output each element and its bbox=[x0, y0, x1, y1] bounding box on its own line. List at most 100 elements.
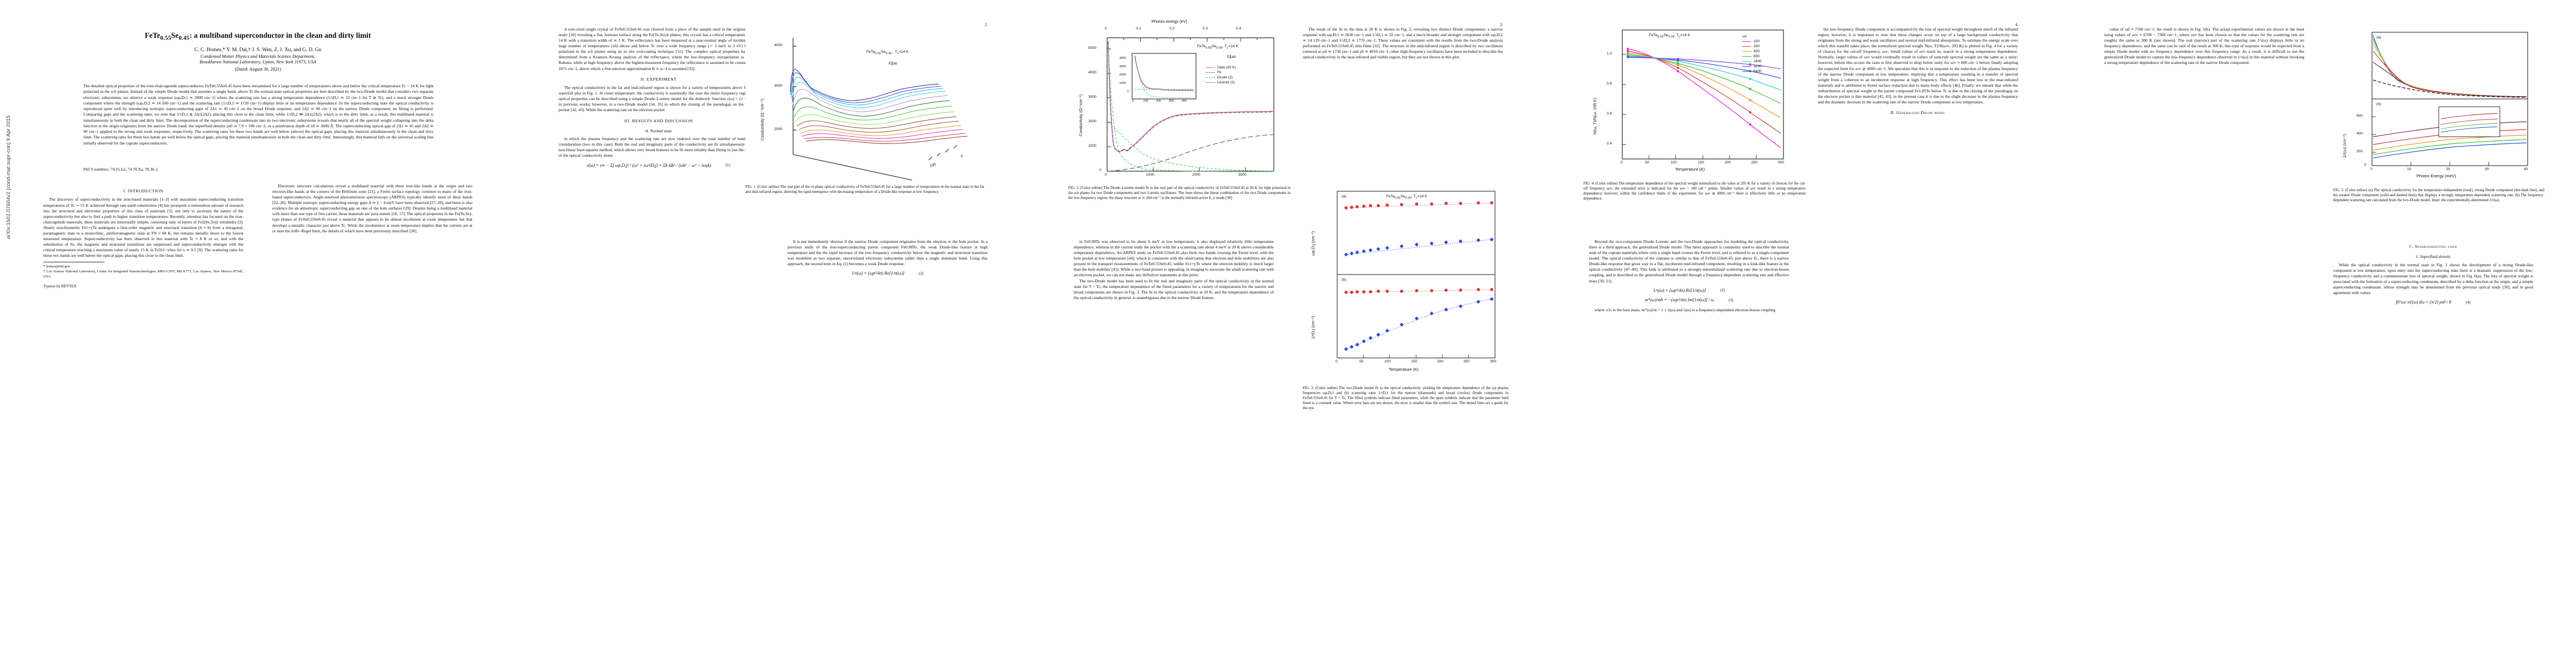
figure-2-inset-ytick: 1000 bbox=[1119, 82, 1126, 85]
equation-2-body: 1/τ(ω) = (ωp²/4π) Re[1/σ(ω)] bbox=[851, 271, 905, 276]
figure-4-ytick: 0.6 bbox=[1607, 112, 1612, 116]
legend-label: 3200 bbox=[1753, 64, 1762, 68]
legend-swatch-lorentz bbox=[1206, 82, 1215, 83]
legend-item: Drude (2) bbox=[1206, 76, 1236, 79]
figure-5-x-axis-label: Photon Energy (meV) bbox=[2416, 173, 2457, 178]
figure-2-inset-ytick: 2000 bbox=[1119, 73, 1126, 77]
equation-2-alt: 1/τ(ω) = (ωp²/4π) Re[1/σ(ω)] (2) bbox=[1589, 288, 1789, 294]
footnote-2: † Los Alamos National Laboratory, Center… bbox=[43, 270, 243, 279]
legend-item: 3200 bbox=[1742, 64, 1762, 68]
legend-item: 800 bbox=[1742, 54, 1762, 58]
figure-2-ytick: 4000 bbox=[1088, 71, 1097, 74]
figure-4-xtick: 250 bbox=[1751, 161, 1758, 165]
typeset-note: Typeset by REVTEX bbox=[43, 284, 77, 289]
figure-4-y-axis-label: N(ω, T)/N(ω, 295 K) bbox=[1592, 97, 1597, 135]
section-heading-results: III. RESULTS AND DISCUSSION bbox=[624, 118, 693, 123]
legend-label: 200 bbox=[1753, 44, 1760, 48]
figure-4-plot: N(ω, T)/N(ω, 295 K) Temperature (K) 1.0 … bbox=[1583, 18, 1806, 179]
figure-3-x-axis-label: Temperature (K) bbox=[1389, 367, 1419, 372]
section-heading-superconducting-state: C. Superconducting state bbox=[2409, 244, 2458, 249]
legend-label: 800 bbox=[1753, 54, 1760, 58]
equation-2: 1/τ(ω) = (ωp²/4π) Re[1/σ(ω)] (2) bbox=[788, 271, 988, 277]
figure-3-xtick: 50 bbox=[1359, 360, 1364, 364]
legend-swatch bbox=[1742, 56, 1751, 57]
figure-5-ytick: 600 bbox=[2356, 114, 2363, 118]
title-block: FeTe0.55Se0.45: a multiband superconduct… bbox=[43, 31, 472, 72]
figure-2-plot: Photon energy (eV) 0 0.1 0.2 0.3 0.4 500… bbox=[1068, 17, 1291, 183]
legend-item: Lorentz (2) bbox=[1206, 81, 1236, 84]
figure-5-ytick: 200 bbox=[2356, 150, 2363, 153]
figure-2: Photon energy (eV) 0 0.1 0.2 0.3 0.4 500… bbox=[1068, 17, 1291, 201]
section-heading-experiment: II. EXPERIMENT bbox=[640, 76, 677, 82]
figure-2-xtick-top: 0.3 bbox=[1203, 27, 1208, 31]
figure-3-caption: FIG. 3. (Color online) The two-Drude mod… bbox=[1303, 386, 1508, 411]
page3-column-right: The result of the fit to the data at 20 … bbox=[1303, 27, 1503, 60]
equation-1-number: (1) bbox=[725, 163, 730, 168]
figure-4-annotation-sample: FeTe0.55Se0.45, Tc=14 K bbox=[1649, 33, 1691, 39]
paragraph: Beyond the two-component Drude–Lorentz a… bbox=[1589, 239, 1789, 283]
figure-5-caption: FIG. 5. (Color online) (a) The optical c… bbox=[2333, 188, 2544, 203]
equation-4: ∫0^ωc σ1(ω) dω = (π/2) ρs0 / 8 (4) bbox=[2333, 300, 2533, 306]
figure-3-plot: FeTe0.55Se0.45, Tc=14 K (a) (b) ωp,D;j (… bbox=[1303, 183, 1508, 384]
section-heading-introduction: I. INTRODUCTION bbox=[123, 188, 164, 193]
subsection-heading-normal-state: A. Normal state bbox=[645, 128, 672, 133]
figure-5-y-axis-label: 1/τ(ω) (cm⁻¹) bbox=[2342, 134, 2347, 158]
equation-3-number: (3) bbox=[1728, 297, 1733, 302]
page-3: 3 bbox=[1030, 0, 1546, 667]
figure-2-ytick: 2000 bbox=[1088, 120, 1097, 123]
page-4: 4 bbox=[1546, 0, 2061, 667]
section-heading-generalized-drude: B. Generalized Drude model bbox=[1890, 110, 1946, 116]
figure-4-ytick: 0.4 bbox=[1607, 142, 1612, 146]
page4-column-right: the low-frequency Drude component is acc… bbox=[1818, 27, 2018, 119]
figure-5: 1/τ(ω) (cm⁻¹) Photon Energy (meV) (a) (b… bbox=[2333, 19, 2544, 203]
paragraph: in which the plasma frequency and the sc… bbox=[559, 136, 759, 158]
figure-4-xtick: 100 bbox=[1671, 161, 1677, 165]
author-list: C. C. Homes,* Y. M. Dai,† J. S. Wen, Z. … bbox=[194, 47, 322, 53]
figure-5-panel-b-label: (b) bbox=[2376, 102, 2381, 106]
figure-5-xtick: 40 bbox=[2524, 167, 2528, 171]
paragraph: where σ1c is the bare mass, m*(ω)/m = 1 … bbox=[1595, 307, 1776, 313]
paragraph: It is not immediately obvious if the nar… bbox=[788, 239, 988, 267]
figure-2-ytick: 5000 bbox=[1088, 46, 1097, 50]
figure-3-panel-a-label: (a) bbox=[1342, 195, 1347, 198]
abstract: The detailed optical properties of the i… bbox=[83, 83, 434, 146]
page-5: 5 value of ω0 ≈ 7500 cm−1; the result is… bbox=[2061, 0, 2576, 667]
figure-2-annotation-polarization: E∥ab bbox=[1227, 55, 1236, 59]
page-1: arXiv:1502.07604v2 [cond-mat.supr-con] 9… bbox=[0, 0, 515, 667]
figure-4-x-axis-label: Temperature (K) bbox=[1675, 167, 1705, 172]
legend-swatch-drude bbox=[1206, 77, 1215, 78]
legend-label: 6400 bbox=[1753, 69, 1762, 73]
legend-swatch bbox=[1742, 41, 1751, 42]
paragraph: The optical conductivity in the far and … bbox=[559, 85, 759, 113]
figure-4: N(ω, T)/N(ω, 295 K) Temperature (K) 1.0 … bbox=[1583, 18, 1806, 201]
equation-3: m*(ω)/mb = −(ωp²/4π) Im[1/σ(ω)] / ω (3) bbox=[1589, 297, 1789, 303]
legend-title-row: ωc bbox=[1742, 34, 1762, 38]
figure-2-xtick-bottom: 2000 bbox=[1192, 173, 1200, 177]
pacs-numbers: PACS numbers: 74.25.Gz, 74.70.Xa, 78.30.… bbox=[83, 167, 158, 172]
figure-4-xtick: 0 bbox=[1621, 161, 1623, 165]
figure-5-svg bbox=[2371, 32, 2528, 166]
page-2: 2 A non-sized single crystal of FeTe0.55… bbox=[515, 0, 1030, 667]
legend-swatch-data bbox=[1206, 67, 1215, 68]
figure-4-xtick: 200 bbox=[1725, 161, 1731, 165]
paragraph: While the optical conductivity in the no… bbox=[2333, 262, 2533, 296]
paragraph: the low-frequency Drude component is acc… bbox=[1818, 27, 2018, 105]
legend-item: 400 bbox=[1742, 49, 1762, 53]
figure-2-top-axis-label: Photon energy (eV) bbox=[1152, 19, 1188, 24]
affiliation-line-2: Brookhaven National Laboratory, Upton, N… bbox=[200, 59, 316, 65]
figure-5-xtick: 20 bbox=[2446, 167, 2450, 171]
legend-label: Data (20 K) bbox=[1217, 66, 1236, 69]
figure-3-xtick: 250 bbox=[1463, 360, 1470, 364]
legend-label: 1600 bbox=[1753, 59, 1762, 63]
figure-4-xtick: 150 bbox=[1698, 161, 1705, 165]
subsection-heading-superfluid-density: 1. Superfluid density bbox=[2415, 254, 2451, 260]
figure-2-y-axis-label: Conductivity (Ω⁻¹cm⁻¹) bbox=[1078, 94, 1083, 136]
figure-5-xtick: 30 bbox=[2485, 167, 2489, 171]
figure-3-xtick: 300 bbox=[1490, 360, 1497, 364]
legend-item: Data (20 K) bbox=[1206, 66, 1236, 69]
figure-3-y-axis-label-a: ωp,D;j (cm⁻¹) bbox=[1311, 231, 1316, 256]
legend-label: Fit bbox=[1217, 71, 1222, 74]
figure-1-annotation-polarization: E∥ab bbox=[889, 62, 898, 66]
figure-2-ytick: 3000 bbox=[1088, 95, 1097, 99]
figure-1-ytick: 2000 bbox=[774, 127, 783, 131]
